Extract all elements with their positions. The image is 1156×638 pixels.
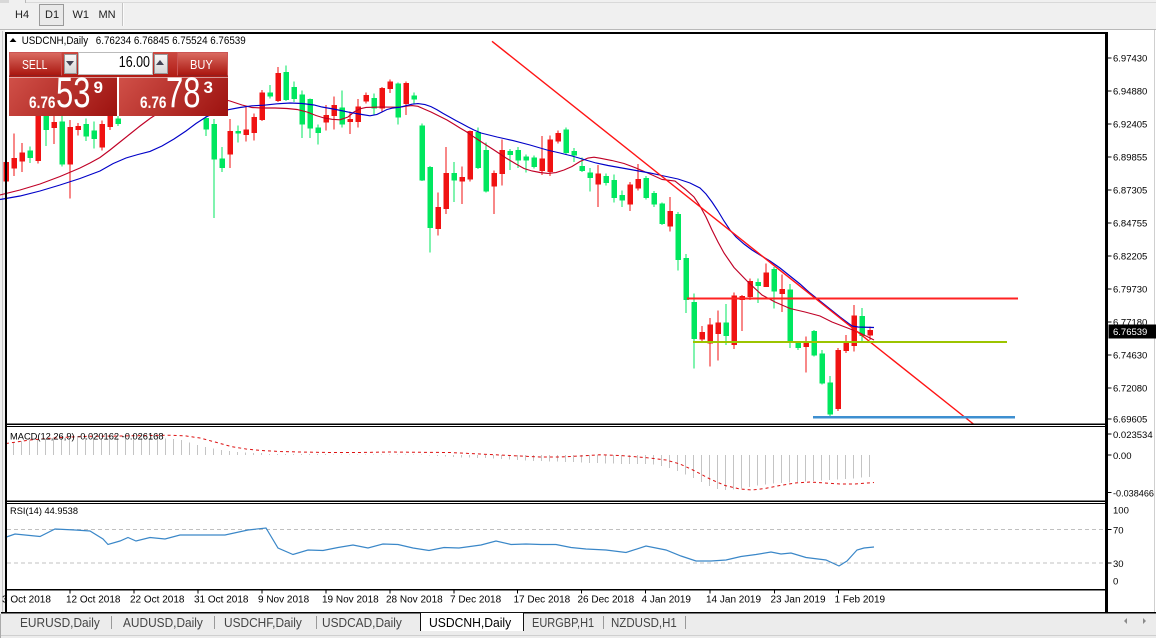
- svg-text:19 Nov 2018: 19 Nov 2018: [322, 595, 379, 606]
- svg-text:0.023534: 0.023534: [1113, 430, 1153, 441]
- svg-text:3 Oct 2018: 3 Oct 2018: [2, 595, 51, 606]
- svg-text:12 Oct 2018: 12 Oct 2018: [66, 595, 121, 606]
- svg-text:6.82205: 6.82205: [1113, 252, 1147, 263]
- svg-text:0: 0: [1113, 577, 1118, 588]
- svg-text:7 Dec 2018: 7 Dec 2018: [450, 595, 502, 606]
- svg-text:RSI(14) 44.9538: RSI(14) 44.9538: [10, 506, 78, 517]
- svg-text:100: 100: [1113, 506, 1129, 517]
- svg-text:4 Jan 2019: 4 Jan 2019: [642, 595, 692, 606]
- svg-text:6.76539: 6.76539: [1113, 327, 1147, 338]
- svg-text:-0.038466: -0.038466: [1113, 489, 1154, 500]
- svg-text:6.94880: 6.94880: [1113, 87, 1147, 98]
- svg-text:6.84755: 6.84755: [1113, 219, 1147, 230]
- svg-text:6.87305: 6.87305: [1113, 186, 1147, 197]
- svg-text:31 Oct 2018: 31 Oct 2018: [194, 595, 249, 606]
- svg-text:30: 30: [1113, 559, 1124, 570]
- svg-text:0.00: 0.00: [1113, 451, 1132, 462]
- svg-text:26 Dec 2018: 26 Dec 2018: [578, 595, 635, 606]
- svg-text:USDCNH,Daily 6.76234 6.76845: USDCNH,Daily 6.76234 6.76845 6.75524 6.7…: [22, 35, 246, 47]
- svg-text:14 Jan 2019: 14 Jan 2019: [706, 595, 761, 606]
- svg-text:22 Oct 2018: 22 Oct 2018: [130, 595, 185, 606]
- svg-text:70: 70: [1113, 526, 1124, 537]
- svg-text:1 Feb 2019: 1 Feb 2019: [835, 595, 886, 606]
- svg-text:23 Jan 2019: 23 Jan 2019: [771, 595, 826, 606]
- svg-text:6.77180: 6.77180: [1113, 318, 1147, 329]
- svg-text:28 Nov 2018: 28 Nov 2018: [386, 595, 443, 606]
- svg-text:17 Dec 2018: 17 Dec 2018: [514, 595, 571, 606]
- svg-text:MACD(12,26,9) -0.020162 -0.026: MACD(12,26,9) -0.020162 -0.026168: [10, 432, 164, 443]
- svg-text:9 Nov 2018: 9 Nov 2018: [258, 595, 310, 606]
- svg-text:6.69605: 6.69605: [1113, 415, 1147, 426]
- svg-text:6.89855: 6.89855: [1113, 153, 1147, 164]
- svg-text:6.92405: 6.92405: [1113, 120, 1147, 131]
- svg-text:6.74630: 6.74630: [1113, 351, 1147, 362]
- svg-text:6.97430: 6.97430: [1113, 54, 1147, 65]
- svg-text:6.79730: 6.79730: [1113, 285, 1147, 296]
- svg-text:6.72080: 6.72080: [1113, 384, 1147, 395]
